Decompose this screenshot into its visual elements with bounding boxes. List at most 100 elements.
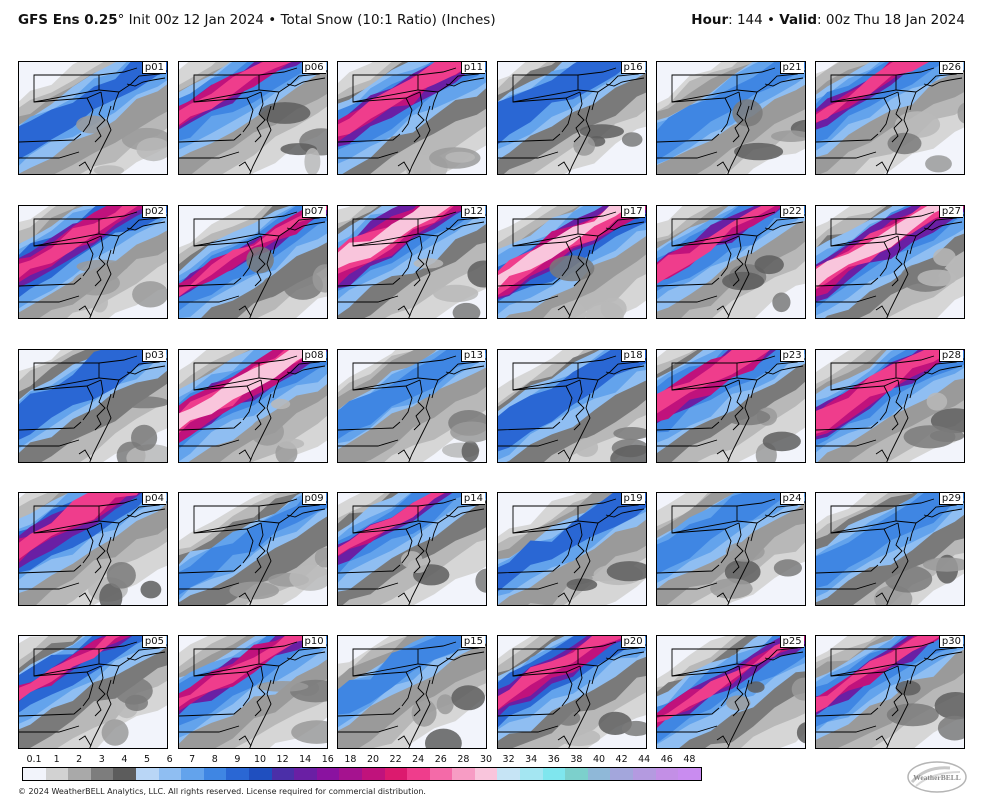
legend-tick-label: 24 [412, 754, 425, 765]
legend-swatch [678, 768, 701, 780]
member-label: p07 [301, 206, 326, 218]
snowfall-map [497, 636, 646, 748]
legend-swatch [497, 768, 521, 780]
member-label: p02 [141, 206, 166, 218]
legend-swatch [203, 768, 227, 780]
legend-swatch [90, 768, 114, 780]
ensemble-panel-grid: p01 p06 p11 p16 p21 p26 p02 p07 p12 p17 p22 p27 p03 p… [18, 61, 967, 749]
snowfall-map [178, 206, 327, 318]
snowfall-map [178, 62, 327, 174]
snowfall-map [178, 493, 327, 605]
member-label: p20 [620, 636, 645, 648]
legend-swatch [384, 768, 408, 780]
legend-swatch [294, 768, 317, 780]
legend-tick-label: 2 [76, 754, 83, 765]
ensemble-member-panel: p13 [337, 349, 487, 463]
snowfall-map [338, 493, 486, 605]
legend-tick-label: 26 [434, 754, 447, 765]
ensemble-member-panel: p24 [655, 492, 806, 606]
snowfall-map [816, 493, 964, 605]
legend-tick-label: 36 [547, 754, 560, 765]
member-label: p14 [460, 493, 485, 505]
color-legend: 0.1 1 2 3 4 5 6 7 8 9 10 12 14 16 18 20 22 24 26 28 30 32 34 36… [22, 754, 702, 781]
snowfall-map [816, 350, 964, 462]
ensemble-member-panel: p28 [815, 349, 965, 463]
field-name: Total Snow (10:1 Ratio) (Inches) [280, 12, 496, 28]
legend-tick-label: 48 [683, 754, 696, 765]
member-label: p15 [460, 636, 485, 648]
legend-tick-label: 1 [53, 754, 60, 765]
snowfall-map [338, 636, 486, 748]
ensemble-member-panel: p23 [655, 349, 806, 463]
ensemble-member-panel: p08 [177, 349, 328, 463]
legend-tick-label: 12 [276, 754, 289, 765]
snowfall-map [497, 493, 646, 605]
legend-tick-label: 5 [143, 754, 151, 765]
legend-swatch [339, 768, 362, 780]
valid-label: Valid [779, 12, 818, 28]
snowfall-map [497, 350, 646, 462]
ensemble-member-panel: p04 [18, 492, 168, 606]
ensemble-member-panel: p11 [337, 61, 487, 175]
legend-swatch [452, 768, 475, 780]
legend-tick-label: 6 [166, 754, 173, 765]
member-label: p25 [779, 636, 804, 648]
svg-text:WeatherBELL: WeatherBELL [913, 773, 961, 782]
legend-swatch [542, 768, 566, 780]
legend-tick-label: 4 [121, 754, 128, 765]
legend-swatch [45, 768, 69, 780]
member-label: p06 [301, 62, 326, 74]
member-label: p16 [620, 62, 645, 74]
legend-swatch [113, 768, 136, 780]
legend-tick-label: 38 [570, 754, 583, 765]
ensemble-member-panel: p20 [496, 635, 647, 749]
snowfall-map [178, 636, 327, 748]
member-label: p29 [938, 493, 963, 505]
ensemble-member-panel: p02 [18, 205, 168, 319]
init-time: Init 00z 12 Jan 2024 [124, 12, 265, 28]
member-label: p26 [938, 62, 963, 74]
member-label: p22 [779, 206, 804, 218]
legend-colorbar [22, 767, 702, 781]
snowfall-map [19, 350, 167, 462]
member-label: p03 [141, 350, 166, 362]
member-label: p21 [779, 62, 804, 74]
snowfall-map [656, 493, 805, 605]
legend-swatch [565, 768, 588, 780]
ensemble-member-panel: p07 [177, 205, 328, 319]
weatherbell-logo: WeatherBELL [906, 760, 968, 794]
snowfall-map [19, 62, 167, 174]
ensemble-member-panel: p10 [177, 635, 328, 749]
legend-tick-label: 44 [638, 754, 651, 765]
ensemble-member-panel: p30 [815, 635, 965, 749]
legend-swatch [181, 768, 204, 780]
ensemble-member-panel: p09 [177, 492, 328, 606]
map-title: GFS Ens 0.25° Init 00z 12 Jan 2024 • Tot… [18, 12, 496, 28]
ensemble-member-panel: p06 [177, 61, 328, 175]
hour-label: Hour [691, 12, 729, 28]
ensemble-member-panel: p27 [815, 205, 965, 319]
member-label: p09 [301, 493, 326, 505]
member-label: p11 [460, 62, 485, 74]
legend-swatch [474, 768, 498, 780]
legend-tick-label: 30 [479, 754, 493, 765]
legend-swatch [610, 768, 634, 780]
member-label: p17 [620, 206, 645, 218]
model-name: GFS Ens 0.25 [18, 12, 118, 28]
member-label: p10 [301, 636, 326, 648]
member-label: p04 [141, 493, 166, 505]
snowfall-map [497, 206, 646, 318]
member-label: p01 [141, 62, 166, 74]
snowfall-map [656, 206, 805, 318]
ensemble-member-panel: p21 [655, 61, 806, 175]
legend-tick-label: 9 [234, 754, 241, 765]
legend-tick-label: 7 [189, 754, 196, 765]
snowfall-map [816, 62, 964, 174]
hour-value: : 144 [728, 12, 763, 28]
legend-swatch [633, 768, 656, 780]
snowfall-map [19, 636, 167, 748]
snowfall-map [656, 62, 805, 174]
member-label: p28 [938, 350, 963, 362]
ensemble-member-panel: p25 [655, 635, 806, 749]
snowfall-map [338, 206, 486, 318]
